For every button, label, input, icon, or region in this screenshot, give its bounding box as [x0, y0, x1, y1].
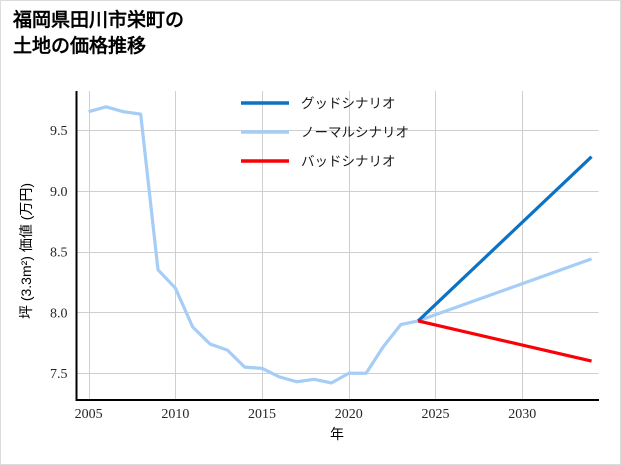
y-tick-8.5: 8.5	[50, 246, 68, 261]
series-line-グッドシナリオ	[417, 155, 593, 323]
page-title: 福岡県田川市栄町の 土地の価格推移	[13, 10, 185, 57]
gridlines-group	[76, 91, 599, 400]
y-tick-9.0: 9.0	[50, 185, 68, 200]
y-tick-7.5: 7.5	[50, 367, 68, 382]
axis-spines	[75, 91, 599, 402]
series-group	[88, 105, 593, 385]
x-axis-title: 年	[330, 426, 344, 442]
y-tick-8.0: 8.0	[50, 306, 68, 321]
series-line-ノーマルシナリオ	[88, 105, 593, 385]
y-tick-labels: 7.5 8.0 8.5 9.0 9.5	[50, 124, 68, 382]
x-tick-2025: 2025	[421, 407, 449, 422]
x-tick-2015: 2015	[248, 407, 276, 422]
legend-label-1: ノーマルシナリオ	[301, 125, 409, 140]
x-tick-2010: 2010	[161, 407, 189, 422]
x-tick-labels: 2005 2010 2015 2020 2025 2030	[75, 407, 537, 422]
x-tick-2020: 2020	[335, 407, 363, 422]
series-line-バッドシナリオ	[417, 319, 592, 363]
legend-label-2: バッドシナリオ	[301, 154, 396, 169]
legend-label-0: グッドシナリオ	[301, 96, 396, 111]
x-tick-2030: 2030	[508, 407, 536, 422]
y-tick-9.5: 9.5	[50, 124, 68, 139]
y-axis-title: 坪 (3.3m²) 価値 (万円)	[18, 183, 34, 319]
x-tick-2005: 2005	[75, 407, 103, 422]
